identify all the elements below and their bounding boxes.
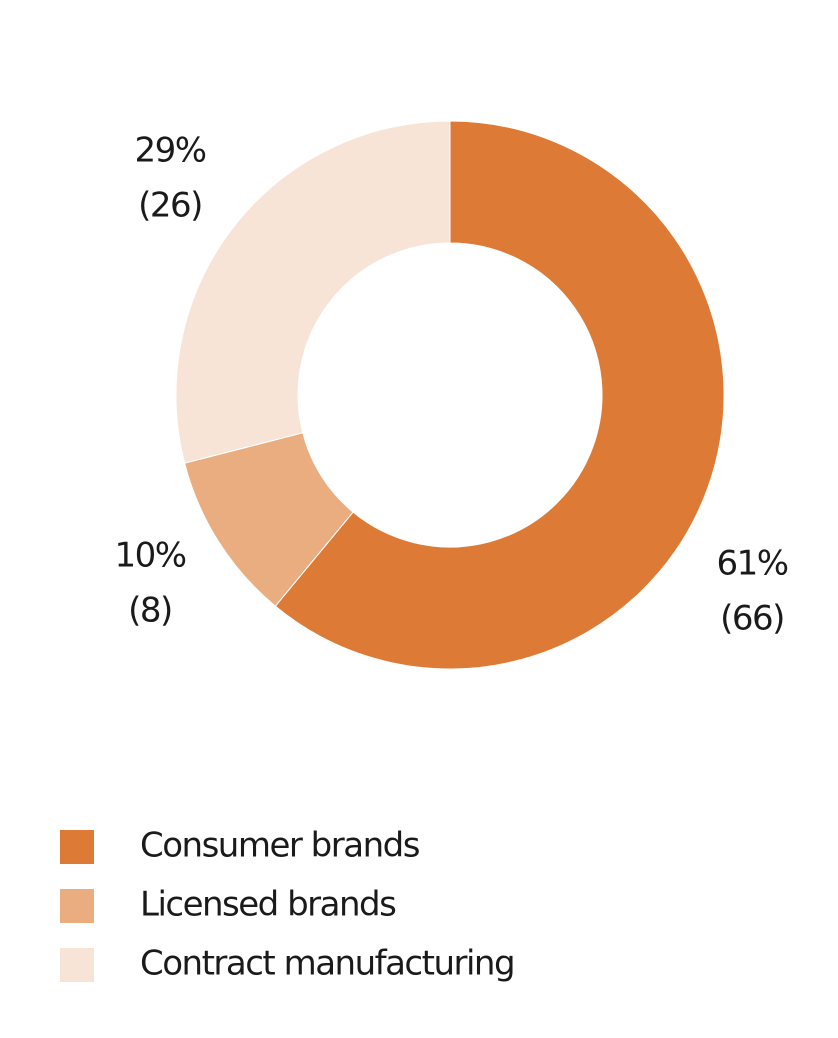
donut-slice (274, 120, 725, 670)
data-label: 61% (716, 544, 787, 584)
legend-swatch (60, 830, 94, 864)
data-label: 29% (134, 131, 205, 171)
secondary-label: (26) (138, 186, 202, 226)
legend-label: Contract manufacturing (140, 944, 514, 984)
secondary-label: (66) (720, 599, 784, 639)
legend-swatch (60, 948, 94, 982)
legend-label: Consumer brands (140, 826, 420, 866)
secondary-label: (8) (128, 591, 172, 631)
legend-swatch (60, 889, 94, 923)
data-label: 10% (114, 536, 185, 576)
donut-slice (175, 120, 451, 464)
legend-label: Licensed brands (140, 885, 396, 925)
